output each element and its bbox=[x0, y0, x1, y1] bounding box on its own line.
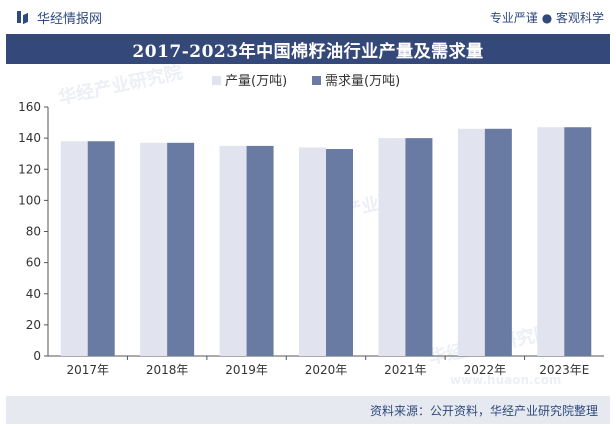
y-tick-label: 100 bbox=[18, 193, 41, 207]
brand-name: 华经情报网 bbox=[37, 11, 103, 27]
bar-production bbox=[537, 127, 565, 356]
legend-swatch bbox=[212, 76, 221, 85]
brand: 华经情报网 bbox=[16, 8, 102, 27]
x-tick-label: 2017年 bbox=[66, 363, 109, 377]
bar-demand bbox=[246, 145, 274, 356]
x-tick-label: 2020年 bbox=[305, 363, 348, 377]
slogan: 专业严谨 ● 客观科学 bbox=[489, 10, 604, 25]
bar-production bbox=[299, 147, 326, 356]
legend-label: 需求量(万吨) bbox=[325, 74, 400, 89]
x-tick-label: 2018年 bbox=[146, 363, 189, 377]
y-tick-label: 60 bbox=[26, 256, 41, 270]
y-tick-label: 160 bbox=[18, 100, 41, 114]
watermark-text: 华经产业研究院 bbox=[56, 64, 184, 109]
y-tick-label: 0 bbox=[33, 349, 41, 363]
bar-chart: 华经产业研究院 华经产业研究院 华经产业研究院 www.huaon.com 产量… bbox=[18, 64, 604, 387]
x-tick-label: 2022年 bbox=[464, 363, 507, 377]
bar-demand bbox=[405, 138, 433, 356]
brand-logo-icon bbox=[16, 10, 30, 25]
legend-label: 产量(万吨) bbox=[225, 74, 287, 89]
source-footer: 资料来源：公开资料，华经产业研究院整理 bbox=[6, 396, 610, 424]
x-tick-label: 2019年 bbox=[225, 363, 268, 377]
watermark-url: www.huaon.com bbox=[450, 373, 561, 387]
bar-production bbox=[378, 138, 406, 356]
legend: 产量(万吨) 需求量(万吨) bbox=[212, 74, 400, 89]
bar-demand bbox=[564, 127, 592, 356]
x-tick-label: 2021年 bbox=[384, 363, 427, 377]
source-note: 资料来源：公开资料，华经产业研究院整理 bbox=[369, 403, 598, 418]
bar-demand bbox=[484, 128, 512, 356]
x-tick-label: 2023年E bbox=[539, 363, 589, 377]
top-bar: 华经情报网 专业严谨 ● 客观科学 bbox=[0, 0, 616, 34]
y-tick-label: 120 bbox=[18, 162, 41, 176]
bar-production bbox=[457, 128, 485, 356]
bar-production bbox=[140, 142, 168, 356]
bar-demand bbox=[326, 149, 353, 356]
legend-swatch bbox=[312, 76, 321, 85]
y-tick-label: 40 bbox=[26, 287, 41, 301]
axes: 0 20 40 60 80 100 120 140 160 2017年 2018年 2019年 2020… bbox=[18, 100, 604, 377]
y-tick-label: 140 bbox=[18, 131, 41, 145]
y-tick-label: 80 bbox=[26, 225, 41, 239]
bar-demand bbox=[87, 141, 115, 356]
bar-production bbox=[60, 141, 88, 356]
bars bbox=[60, 127, 592, 356]
bar-production bbox=[219, 145, 247, 356]
chart-title: 2017-2023年中国棉籽油行业产量及需求量 bbox=[6, 34, 610, 64]
bar-demand bbox=[167, 142, 195, 356]
y-tick-label: 20 bbox=[26, 318, 41, 332]
